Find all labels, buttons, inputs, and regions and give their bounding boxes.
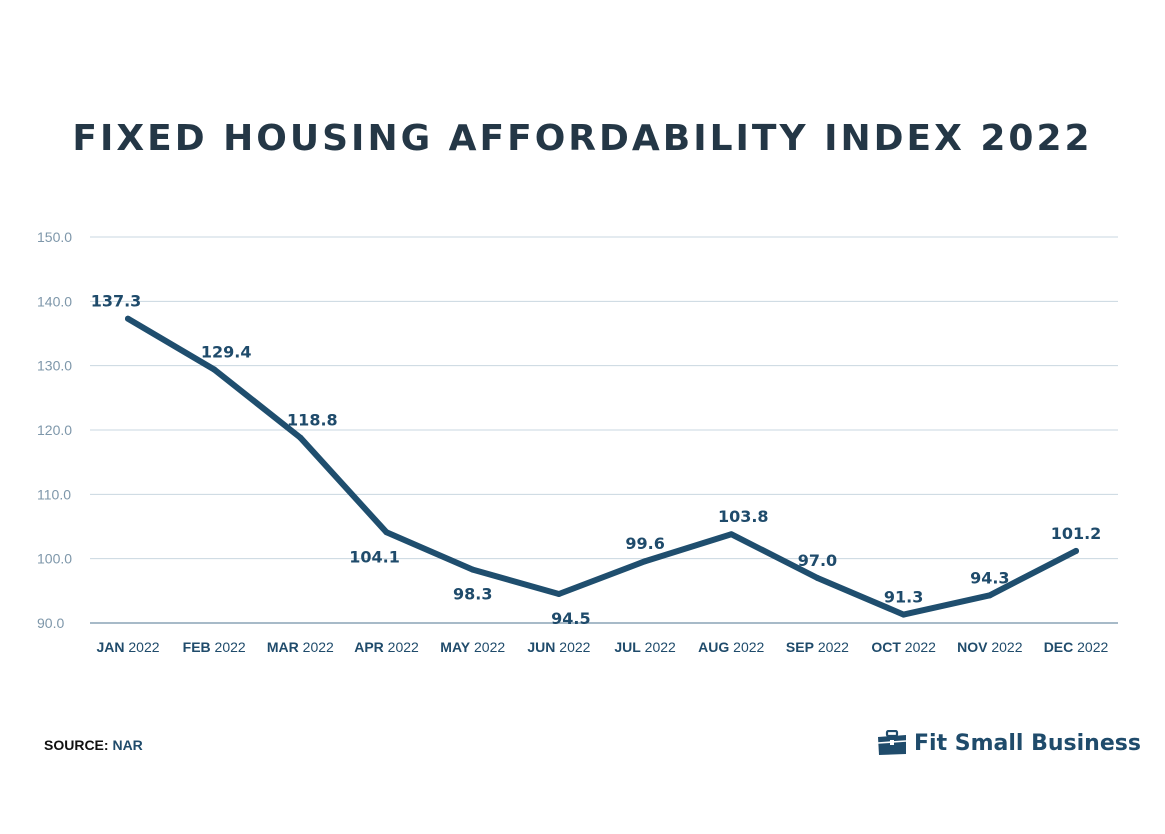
- line-chart: 90.0 100.0 110.0 120.0 130.0 140.0 150.0 JAN 2…: [37, 229, 1118, 655]
- y-axis-ticks: 90.0 100.0 110.0 120.0 130.0 140.0 150.0: [37, 229, 72, 631]
- brand-name: Fit Small Business: [914, 730, 1141, 756]
- data-label: 91.3: [884, 588, 923, 607]
- data-point: [642, 558, 649, 565]
- x-tick-label: APR 2022: [354, 639, 419, 655]
- y-tick-label: 110.0: [37, 486, 71, 502]
- data-label: 98.3: [453, 585, 492, 604]
- data-label: 101.2: [1051, 524, 1102, 543]
- data-label: 103.8: [718, 507, 769, 526]
- data-point: [1073, 547, 1079, 554]
- source-value: NAR: [112, 737, 143, 753]
- y-tick-label: 100.0: [37, 551, 72, 567]
- x-tick-label: JUL 2022: [614, 639, 676, 655]
- data-label: 137.3: [91, 292, 142, 311]
- data-labels: 137.3 129.4 118.8 104.1 98.3 94.5 99.6 103.8 97.…: [91, 292, 1102, 628]
- data-point: [125, 315, 131, 322]
- data-label: 94.5: [551, 609, 590, 628]
- data-point: [383, 529, 390, 536]
- x-tick-label: FEB 2022: [183, 639, 246, 655]
- source-label: SOURCE:: [44, 737, 109, 753]
- gridlines: [90, 236, 1118, 624]
- brand-logo: Fit Small Business: [876, 730, 1141, 756]
- chart-title: FIXED HOUSING AFFORDABILITY INDEX 2022: [72, 118, 1093, 159]
- data-label: 104.1: [349, 547, 400, 566]
- x-tick-label: DEC 2022: [1044, 639, 1109, 655]
- x-tick-label: AUG 2022: [698, 639, 764, 655]
- data-label: 129.4: [201, 343, 252, 362]
- x-tick-label: SEP 2022: [786, 639, 849, 655]
- x-tick-label: JAN 2022: [96, 639, 159, 655]
- series-line: [125, 315, 1079, 618]
- source-note: SOURCE: NAR: [44, 737, 143, 753]
- x-tick-label: MAR 2022: [267, 639, 334, 655]
- y-tick-label: 90.0: [37, 615, 64, 631]
- series-line-group: [125, 315, 1079, 618]
- data-label: 118.8: [287, 411, 338, 430]
- data-point: [297, 434, 304, 441]
- data-point: [469, 566, 476, 573]
- y-tick-label: 150.0: [37, 229, 72, 245]
- y-tick-label: 130.0: [37, 358, 72, 374]
- data-point: [986, 592, 993, 599]
- x-tick-label: OCT 2022: [871, 639, 936, 655]
- data-point: [555, 591, 562, 598]
- y-tick-label: 140.0: [37, 293, 72, 309]
- x-tick-label: MAY 2022: [440, 639, 505, 655]
- x-axis-ticks: JAN 2022 FEB 2022 MAR 2022 APR 2022 MAY 2022…: [96, 639, 1108, 655]
- x-tick-label: NOV 2022: [957, 639, 1023, 655]
- y-tick-label: 120.0: [37, 422, 72, 438]
- data-point: [728, 531, 735, 538]
- data-label: 94.3: [970, 568, 1009, 587]
- data-point: [900, 611, 907, 618]
- data-point: [211, 366, 218, 373]
- x-tick-label: JUN 2022: [527, 639, 590, 655]
- data-label: 97.0: [798, 551, 837, 570]
- briefcase-icon: [877, 730, 907, 755]
- data-label: 99.6: [625, 534, 664, 553]
- data-point: [814, 574, 821, 581]
